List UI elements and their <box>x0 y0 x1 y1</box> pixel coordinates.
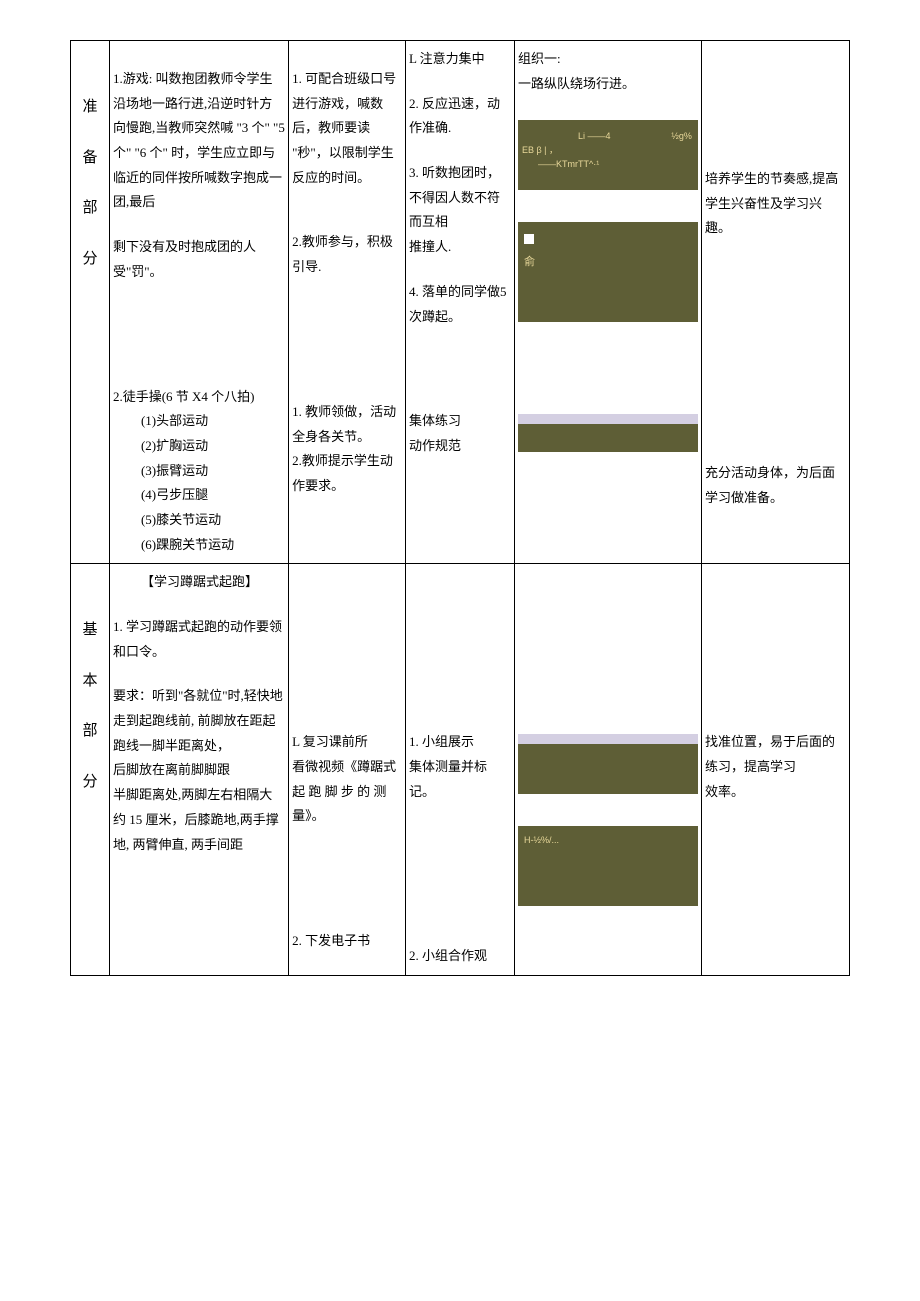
org-image-4 <box>518 734 698 794</box>
section-header-2b: 本 <box>74 667 106 696</box>
section-header-2: 基 <box>74 616 106 645</box>
section2-content3: 后脚放在离前脚脚跟 <box>113 758 285 783</box>
img2-text: 俞 <box>524 252 535 273</box>
teacher-2: 2.教师参与，积极引导. <box>292 230 402 279</box>
student-6: 动作规范 <box>409 434 511 459</box>
org-image-3 <box>518 414 698 452</box>
img1-text-2: ½g% <box>671 128 692 145</box>
org-1: 组织一: <box>518 47 698 72</box>
student-2: 2. 反应迅速，动作准确. <box>409 92 511 141</box>
section-header-1d: 分 <box>74 245 106 274</box>
section2-student2: 集体测量并标记。 <box>409 755 511 804</box>
org-image-5: H-½%/... <box>518 826 698 906</box>
student-3b: 推撞人. <box>409 235 511 260</box>
img2-square <box>524 234 534 244</box>
content-exercise-title: 2.徒手操(6 节 X4 个八拍) <box>113 385 285 410</box>
section-header-1c: 部 <box>74 194 106 223</box>
exercise-2: (2)扩胸运动 <box>141 434 285 459</box>
teacher-3: 1. 教师领做，活动全身各关节。 <box>292 400 402 449</box>
exercise-6: (6)踝腕关节运动 <box>141 533 285 558</box>
exercise-1: (1)头部运动 <box>141 409 285 434</box>
teacher-4: 2.教师提示学生动作要求。 <box>292 449 402 498</box>
section2-intent2: 效率。 <box>705 780 846 805</box>
img5-text: H-½%/... <box>524 832 559 849</box>
section2-content2: 要求：听到"各就位"时,轻快地走到起跑线前, 前脚放在距起跑线一脚半距离处， <box>113 684 285 758</box>
section2-content4: 半脚距离处,两脚左右相隔大约 15 厘米，后膝跪地,两手撑地, 两臂伸直, 两手… <box>113 783 285 857</box>
exercise-3: (3)振臂运动 <box>141 459 285 484</box>
content-game-rest: 剩下没有及时抱成团的人受"罚"。 <box>113 235 285 284</box>
section2-student3: 2. 小组合作观 <box>409 944 511 969</box>
org-2: 一路纵队绕场行进。 <box>518 72 698 97</box>
img3-strip <box>518 414 698 424</box>
section2-intent1: 找准位置，易于后面的练习，提高学习 <box>705 730 846 779</box>
student-1: L 注意力集中 <box>409 47 511 72</box>
section2-content1: 1. 学习蹲踞式起跑的动作要领和口令。 <box>113 615 285 664</box>
intent-2: 充分活动身体，为后面学习做准备。 <box>705 461 846 510</box>
student-5: 集体练习 <box>409 409 511 434</box>
exercise-4: (4)弓步压腿 <box>141 483 285 508</box>
img1-text-1: Li ——4 <box>578 128 611 145</box>
exercise-5: (5)膝关节运动 <box>141 508 285 533</box>
org-image-1: Li ——4 ½g% EB β | ， ——KTmrTT^·¹ <box>518 120 698 190</box>
section-header-1b: 备 <box>74 144 106 173</box>
content-game: 1.游戏: 叫数抱团教师令学生沿场地一路行进,沿逆时针方向慢跑,当教师突然喊 "… <box>113 67 285 215</box>
img1-text-4: ——KTmrTT^·¹ <box>538 156 599 173</box>
img4-strip <box>518 734 698 744</box>
org-image-2: 俞 <box>518 222 698 322</box>
section2-teacher3: 2. 下发电子书 <box>292 929 402 954</box>
student-4: 4. 落单的同学做5 次蹲起。 <box>409 280 511 329</box>
teacher-1: 1. 可配合班级口号进行游戏，喊数后，教师要读 "秒"，以限制学生反应的时间。 <box>292 67 402 190</box>
section2-teacher2: 看微视频《蹲踞式起 跑 脚 步 的 测量》。 <box>292 755 402 829</box>
section-header-1: 准 <box>74 93 106 122</box>
student-3: 3. 听数抱团时，不得因人数不符而互相 <box>409 161 511 235</box>
section-header-2c: 部 <box>74 717 106 746</box>
section2-title: 【学习蹲踞式起跑】 <box>113 570 285 595</box>
section-header-2d: 分 <box>74 768 106 797</box>
section2-teacher1: L 复习课前所 <box>292 730 402 755</box>
section2-student1: 1. 小组展示 <box>409 730 511 755</box>
intent-1: 培养学生的节奏感,提高学生兴奋性及学习兴趣。 <box>705 167 846 241</box>
